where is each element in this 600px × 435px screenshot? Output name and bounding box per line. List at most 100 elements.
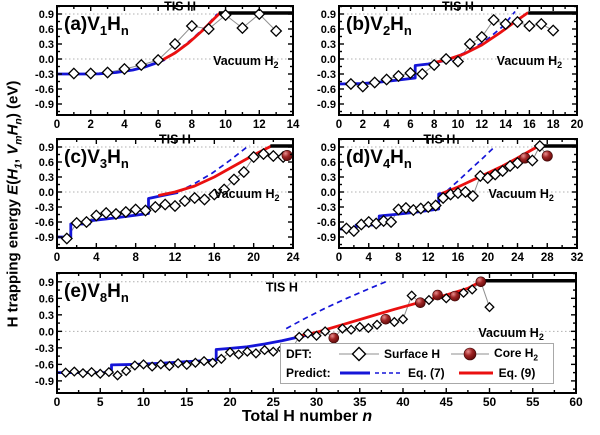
surface-h-point (441, 293, 452, 304)
eq7-dashed-line (177, 144, 251, 193)
surface-h-point (112, 370, 123, 381)
core-h2-point (541, 150, 553, 162)
x-tick-label: 16 (452, 252, 465, 264)
surface-h-point (356, 80, 369, 93)
surface-h-point (380, 73, 393, 86)
x-tick-label: 55 (526, 395, 540, 409)
legend-surface-h-label: Surface H (384, 346, 441, 361)
tis-h-annotation: TIS H (266, 281, 298, 295)
surface-h-point (259, 344, 270, 356)
core-h2-sphere-icon (450, 346, 490, 362)
x-tick-label: 4 (366, 252, 373, 264)
y-tick-label: -0.6 (35, 359, 54, 371)
legend-eq7-label: Eq. (7) (408, 366, 445, 381)
surface-h-diamond-icon (338, 346, 380, 362)
surface-h-point (377, 214, 390, 228)
surface-h-point (250, 348, 262, 359)
surface-h-point (311, 330, 322, 341)
surface-h-point (90, 209, 103, 222)
surface-h-point (77, 367, 89, 379)
surface-h-point (216, 353, 227, 365)
surface-h-point (118, 62, 131, 76)
legend-row-predict: Predict: Eq. (7) Eq. (9) (281, 364, 553, 383)
x-tick-label: 25 (267, 395, 281, 409)
surface-h-point (428, 58, 441, 72)
surface-h-point (416, 67, 429, 81)
surface-h-point (499, 17, 512, 31)
surface-h-point (138, 359, 149, 370)
plot-area-e: 0 5 10 15 20 25 30 35 40 45 50 55 60 -0.9 -0.6 -0.3 0.0 0… (35, 272, 583, 409)
eq7-solid-line (57, 332, 313, 374)
legend-dft-label: DFT: (286, 346, 312, 361)
y-tick-label: 0.6 (321, 157, 336, 169)
surface-h-point (109, 207, 123, 221)
surface-h-point (466, 284, 478, 295)
surface-h-point (198, 355, 210, 367)
y-tick-label: -0.6 (35, 217, 54, 229)
surface-h-point (268, 346, 279, 357)
y-tick-label: 0.3 (39, 310, 54, 322)
surface-h-point (406, 290, 417, 301)
x-tick-label: 40 (396, 395, 410, 409)
tis-h-annotation: TIS H (159, 134, 191, 147)
surface-h-point (347, 224, 360, 238)
surface-h-point (185, 19, 198, 33)
surface-h-point (67, 67, 80, 80)
surface-h-point (293, 331, 305, 343)
y-tick-label: -0.6 (317, 217, 336, 229)
core-h2-point (328, 332, 340, 344)
x-tick-label: 60 (569, 395, 583, 409)
vacuum-h2-annotation: Vacuum H2 (214, 187, 279, 203)
surface-h-point (236, 21, 249, 35)
eq7-line-icon (338, 366, 404, 380)
surface-h-point (86, 366, 97, 378)
surface-h-point (319, 326, 331, 337)
surface-h-point (84, 67, 97, 80)
surface-h-point (60, 232, 73, 245)
surface-h-point (368, 76, 381, 89)
panel-label: (b)V2Hn (346, 14, 412, 38)
surface-h-point (207, 357, 218, 368)
surface-h-point (95, 368, 106, 379)
surface-h-point (129, 203, 142, 216)
surface-h-point (70, 216, 83, 230)
legend-core-h2-label: Core H2 (494, 345, 539, 363)
x-tick-label: 0 (54, 395, 61, 409)
surface-h-point (60, 367, 71, 378)
surface-h-point (345, 324, 357, 335)
vacuum-h2-annotation: Vacuum H2 (478, 326, 543, 342)
panel-a-v1hn-chart: 0 2 4 6 8 10 12 14 -0.9 -0.6 -0.3 0.0 0.3 0.6 0.9 TIS H… (35, 1, 300, 131)
legend: DFT: Surface H Core H2 Predict: Eq. (7) … (280, 343, 554, 384)
vacuum-h2-annotation: Vacuum H2 (497, 54, 562, 70)
panel-label: (c)V3Hn (64, 147, 129, 171)
panel-b-v2hn-chart: 0 2 4 6 8 10 12 14 16 18 20 -0.9 -0.6 -0.3 0.0 0.3 0.6 0.… (317, 1, 583, 131)
y-tick-label: 0.9 (321, 142, 336, 154)
x-tick-label: 20 (571, 119, 584, 131)
x-tick-label: 8 (431, 119, 438, 131)
x-tick-label: 4 (383, 119, 390, 131)
surface-h-point (487, 13, 500, 27)
plot-area-d: 0 4 8 12 16 20 24 28 32 -0.9 -0.6 -0.3 0.0 0.3 0.6 0.9 T… (317, 134, 583, 264)
y-tick-label: 0.3 (321, 39, 336, 51)
surface-h-point (523, 19, 536, 33)
surface-h-point (547, 24, 560, 37)
surface-h-point (535, 17, 548, 31)
x-tick-label: 24 (511, 252, 524, 264)
surface-h-point (119, 205, 132, 219)
x-tick-label: 6 (407, 119, 413, 131)
surface-h-point (397, 314, 409, 325)
x-tick-label: 35 (353, 395, 367, 409)
surface-h-point (475, 30, 488, 44)
core-h2-point (281, 149, 293, 161)
core-h2-point (449, 290, 461, 302)
surface-h-point (511, 15, 524, 29)
y-tick-label: -0.3 (35, 69, 54, 81)
surface-h-point (429, 199, 442, 212)
plot-area-b: 0 2 4 6 8 10 12 14 16 18 20 -0.9 -0.6 -0.3 0.0 0.3 0.6 0.… (317, 1, 583, 131)
y-tick-label: 0.9 (39, 142, 54, 154)
surface-h-point (168, 199, 182, 213)
surface-h-point (188, 191, 201, 205)
surface-h-point (459, 185, 472, 199)
x-tick-label: 4 (93, 252, 100, 264)
